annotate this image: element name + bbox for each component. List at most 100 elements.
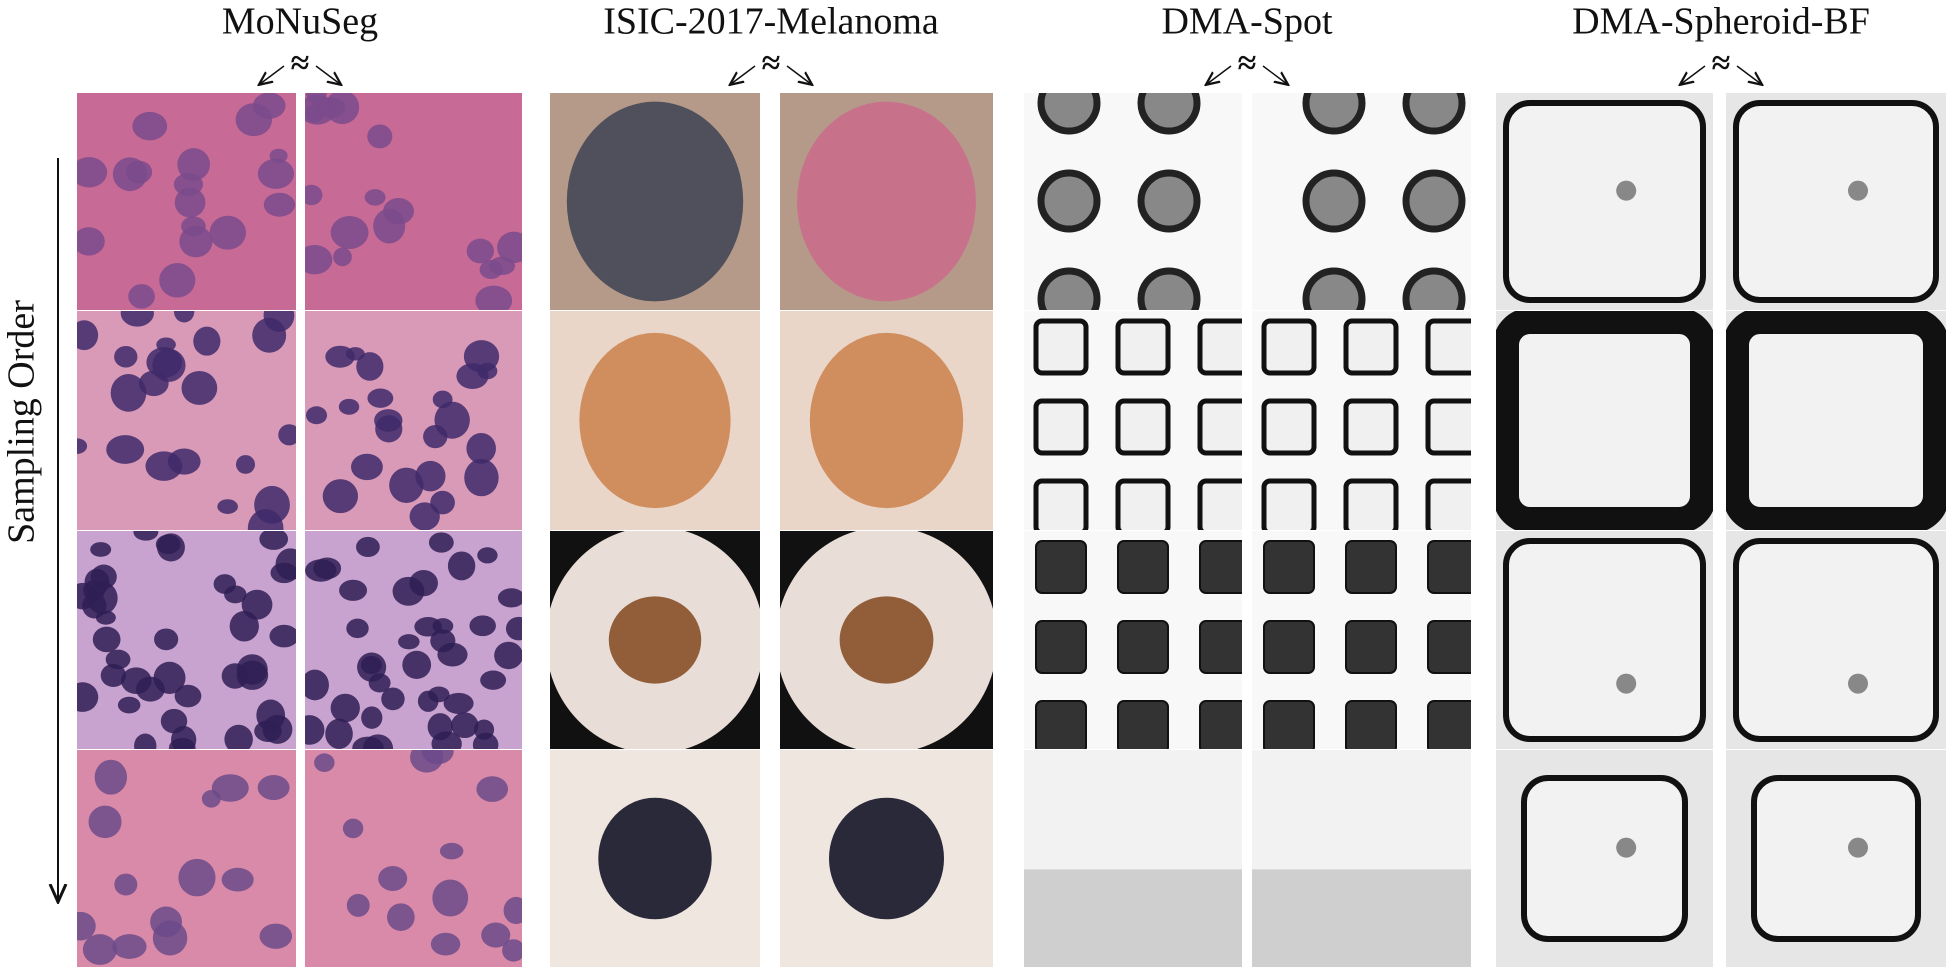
nucleus — [374, 409, 403, 432]
square-well — [1343, 478, 1399, 530]
nucleus — [201, 789, 221, 808]
nucleus — [134, 733, 157, 749]
nucleus — [174, 187, 206, 218]
nucleus — [389, 467, 424, 503]
nucleus — [339, 579, 368, 601]
nucleus — [476, 776, 509, 802]
nucleus — [330, 693, 360, 723]
spot — [1402, 93, 1466, 135]
nucleus — [259, 923, 293, 949]
nucleus — [430, 490, 455, 515]
nucleus — [378, 865, 408, 891]
nucleus — [338, 398, 360, 415]
nucleus — [430, 932, 461, 956]
nucleus — [497, 231, 522, 264]
nucleus — [427, 713, 453, 741]
spheroid-well — [1751, 775, 1921, 942]
nucleus — [77, 682, 99, 712]
sample-image — [550, 311, 760, 530]
square-well — [1035, 540, 1087, 594]
square-well — [1035, 700, 1087, 749]
nucleus — [330, 216, 369, 249]
axis-label: Sampling Order — [1, 300, 43, 544]
approx-symbol: ≈ — [1238, 45, 1257, 82]
approx-symbol: ≈ — [1712, 45, 1731, 82]
nucleus — [236, 654, 268, 685]
square-well — [1263, 540, 1315, 594]
square-well — [1261, 398, 1317, 456]
lower-field — [1024, 869, 1242, 967]
square-well — [1425, 318, 1471, 376]
nucleus — [410, 750, 444, 773]
sample-image — [550, 750, 760, 967]
square-well — [1033, 318, 1089, 376]
sample-image — [77, 531, 296, 749]
nucleus — [305, 406, 328, 425]
square-well — [1345, 700, 1397, 749]
nucleus — [428, 532, 454, 553]
sample-image — [1024, 93, 1242, 310]
spheroid-well — [1733, 100, 1939, 303]
nucleus — [155, 534, 181, 555]
sample-image — [305, 93, 522, 310]
nucleus — [275, 548, 296, 581]
split-arrow — [731, 65, 756, 84]
nucleus — [305, 669, 329, 701]
nucleus — [367, 124, 393, 149]
approx-symbol: ≈ — [762, 45, 781, 82]
nucleus — [121, 667, 152, 695]
nucleus — [177, 148, 210, 181]
square-well — [1197, 398, 1242, 456]
nucleus — [152, 920, 188, 956]
nucleus — [178, 858, 216, 897]
approx-symbol: ≈ — [291, 45, 310, 82]
sample-image — [780, 311, 993, 530]
spheroid — [1848, 673, 1868, 694]
nucleus — [505, 616, 522, 641]
lesion — [839, 596, 934, 684]
nucleus — [133, 531, 159, 541]
square-well — [1199, 700, 1242, 749]
nucleus — [132, 111, 168, 141]
square-well — [1343, 398, 1399, 456]
lesion — [579, 332, 731, 509]
lower-field — [1252, 869, 1471, 967]
square-well — [1263, 700, 1315, 749]
square-well — [1035, 620, 1087, 674]
nucleus — [241, 589, 273, 620]
nucleus — [428, 686, 450, 703]
sample-image — [1726, 531, 1946, 749]
nucleus — [112, 934, 147, 959]
nucleus — [259, 531, 289, 550]
nucleus — [402, 650, 432, 679]
panel-title: MoNuSeg — [222, 1, 378, 43]
nucleus — [423, 425, 448, 449]
spheroid-well — [1496, 311, 1713, 530]
nucleus — [497, 588, 522, 608]
nucleus — [159, 263, 196, 298]
nucleus — [181, 371, 218, 405]
spot — [1302, 267, 1366, 310]
spot — [1402, 267, 1466, 310]
nucleus — [432, 879, 469, 917]
nucleus — [494, 641, 522, 670]
panel-title: ISIC-2017-Melanoma — [603, 1, 939, 43]
sample-image — [1252, 750, 1471, 967]
split-arrow — [1207, 65, 1232, 84]
lesion — [566, 101, 744, 302]
sample-image — [1024, 311, 1242, 530]
nucleus — [252, 93, 286, 119]
nucleus — [114, 873, 138, 896]
nucleus — [146, 347, 183, 378]
panel-title: DMA-Spheroid-BF — [1572, 1, 1870, 43]
sample-image — [1496, 311, 1713, 530]
nucleus — [128, 284, 155, 309]
spheroid — [1616, 673, 1637, 694]
nucleus — [77, 227, 105, 256]
nucleus — [356, 352, 384, 381]
nucleus — [256, 699, 286, 731]
spot — [1137, 169, 1201, 233]
square-well — [1427, 540, 1471, 594]
nucleus — [92, 626, 121, 653]
